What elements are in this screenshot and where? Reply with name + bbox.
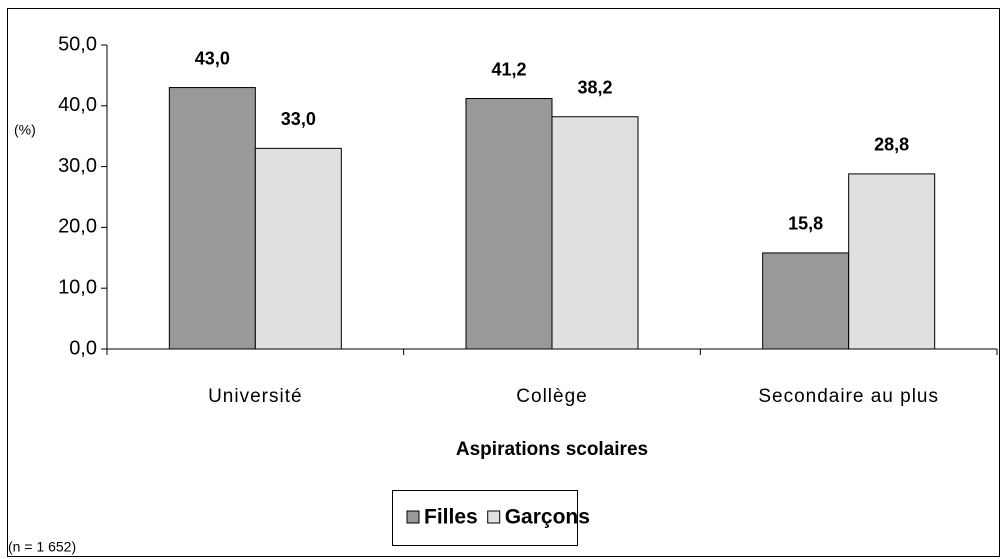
x-tick-label: Secondaire au plus — [758, 386, 939, 407]
bar — [168, 87, 256, 350]
data-label: 38,2 — [577, 77, 612, 97]
x-tick-label: Collège — [516, 386, 587, 407]
legend-label: Filles — [424, 506, 478, 529]
bar — [848, 173, 936, 350]
y-tick-label: 10,0 — [58, 276, 97, 298]
y-tick-label: 50,0 — [58, 33, 97, 55]
y-axis-label: (%) — [14, 122, 36, 138]
bar — [762, 252, 850, 350]
data-label: 33,0 — [281, 109, 316, 129]
note: (n = 1 652) — [8, 539, 76, 555]
x-tick-label: Université — [208, 386, 302, 407]
data-label: 43,0 — [195, 48, 230, 68]
data-label: 15,8 — [788, 214, 823, 234]
bar — [254, 147, 342, 350]
legend-label: Garçons — [505, 506, 590, 529]
y-tick-label: 40,0 — [58, 94, 97, 116]
y-tick-label: 20,0 — [58, 216, 97, 238]
legend-box — [392, 490, 578, 546]
data-label: 41,2 — [491, 59, 526, 79]
y-tick-label: 0,0 — [69, 337, 97, 359]
bar — [465, 98, 553, 350]
bar — [551, 116, 639, 350]
legend-swatch — [487, 510, 501, 524]
data-label: 28,8 — [874, 135, 909, 155]
x-axis-label: Aspirations scolaires — [456, 439, 648, 460]
legend-swatch — [406, 510, 420, 524]
y-tick-label: 30,0 — [58, 155, 97, 177]
